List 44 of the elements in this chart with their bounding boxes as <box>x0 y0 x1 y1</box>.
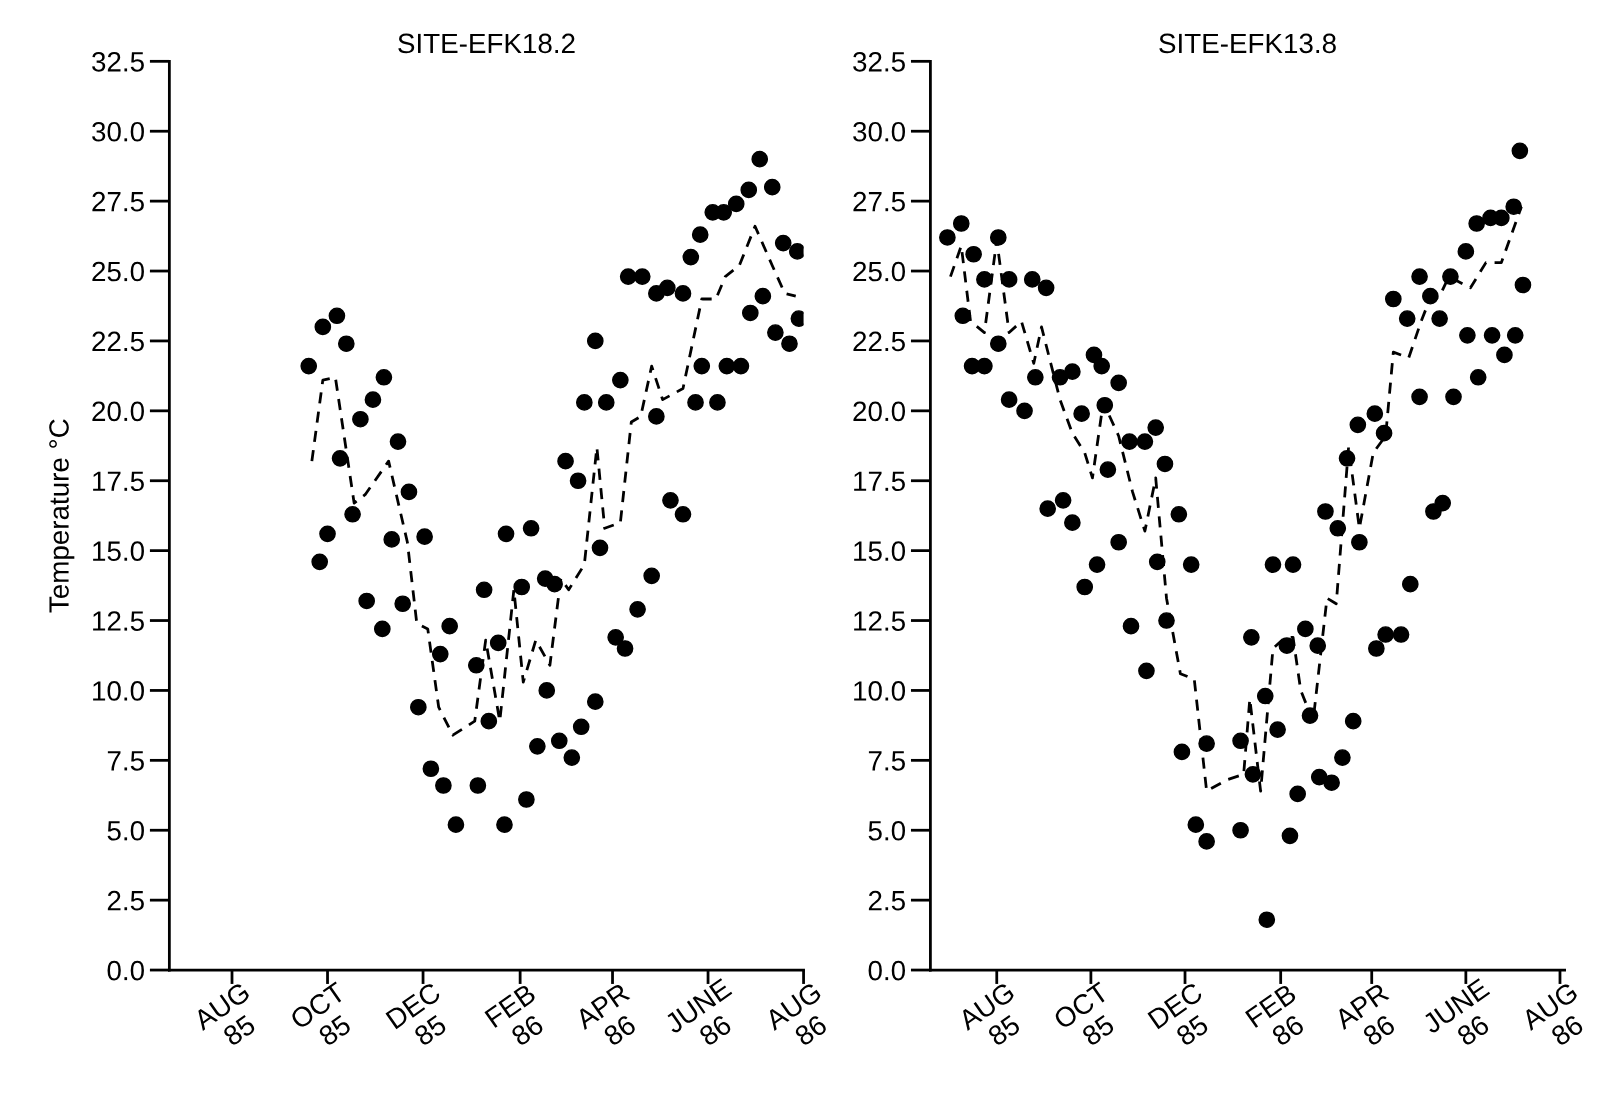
x-tick-label: FEB 86 <box>1245 983 1306 1047</box>
y-tick-label: 15.0 <box>854 541 906 561</box>
x-tick-label: DEC 85 <box>385 981 448 1047</box>
y-tick-label: 7.5 <box>868 751 905 771</box>
y-tick-label: 27.5 <box>92 191 144 212</box>
x-tick-label: APR 86 <box>573 982 638 1047</box>
x-tick-label: APR 86 <box>1332 982 1397 1047</box>
y-tick-label: 5.0 <box>868 820 906 841</box>
x-tick-label: DEC 85 <box>1147 981 1210 1047</box>
y-tick-label: 25.0 <box>853 261 906 282</box>
y-tick-label: 5.0 <box>107 820 144 841</box>
y-tick-label: 15.0 <box>93 541 144 561</box>
y-tick-label: 20.0 <box>92 401 144 422</box>
y-tick-label: 32.5 <box>853 51 905 72</box>
y-tick-label: 2.5 <box>868 890 905 911</box>
y-tick-label: 0.0 <box>868 960 906 981</box>
x-tick-label: OCT 85 <box>1052 981 1116 1047</box>
y-tick-label: 10.0 <box>854 681 906 701</box>
x-tick-label: FEB 86 <box>484 983 545 1047</box>
y-tick-label: 25.0 <box>92 261 144 282</box>
y-tick-label: 2.5 <box>107 890 144 911</box>
line-series <box>310 224 798 737</box>
y-tick-label: 30.0 <box>853 121 906 142</box>
y-tick-label: 0.0 <box>107 960 144 981</box>
y-tick-label: 7.5 <box>107 751 144 771</box>
y-axis-title: Temperature °C <box>49 419 75 613</box>
y-tick-label: 22.5 <box>853 331 905 352</box>
y-tick-label: 12.5 <box>854 611 905 631</box>
x-tick-label: AUG 86 <box>763 981 829 1047</box>
x-tick-label: AUG 85 <box>191 981 257 1047</box>
x-tick-label: AUG 85 <box>956 981 1022 1047</box>
x-tick-label: OCT 85 <box>289 981 353 1047</box>
y-tick-label: 32.5 <box>92 51 144 72</box>
y-tick-label: 27.5 <box>853 191 905 212</box>
y-tick-label: 30.0 <box>92 121 144 142</box>
y-tick-label: 22.5 <box>92 331 144 352</box>
x-tick-label: AUG 86 <box>1519 981 1585 1047</box>
y-tick-label: 20.0 <box>853 401 906 422</box>
y-tick-label: 17.5 <box>854 471 905 492</box>
chart-title: SITE-EFK13.8 <box>1159 33 1336 54</box>
y-tick-label: 17.5 <box>93 471 144 492</box>
y-tick-label: 10.0 <box>93 681 144 701</box>
y-tick-label: 12.5 <box>93 611 144 631</box>
chart-title: SITE-EFK18.2 <box>398 33 575 54</box>
